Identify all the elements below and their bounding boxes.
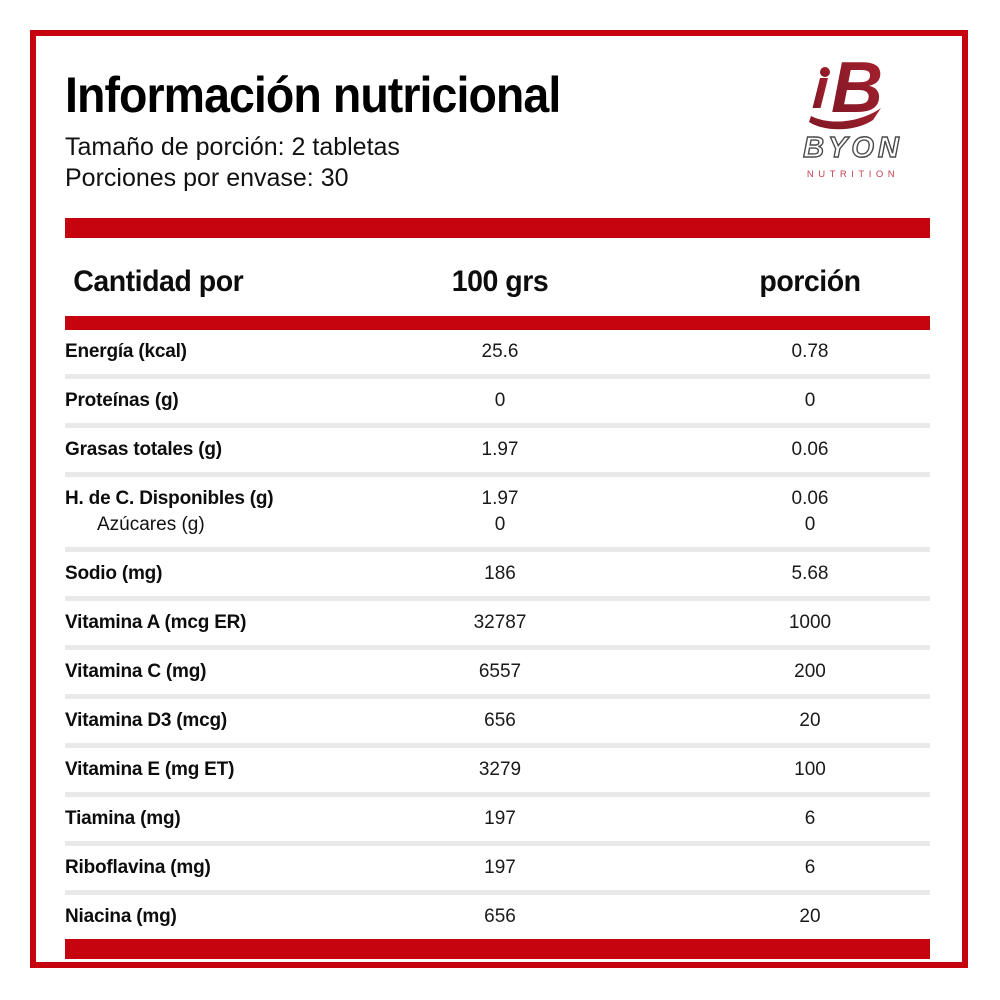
value-per-portion: 0.06	[791, 439, 829, 460]
nutrient-label: Vitamina E (mg ET)	[65, 759, 235, 780]
row-separator	[65, 423, 930, 428]
nutrition-table: Cantidad por 100 grs porción Energía (kc…	[65, 218, 930, 959]
nutrient-line: H. de C. Disponibles (g) 1.97 0.06	[65, 477, 930, 512]
nutrient-line: Riboflavina (mg) 197 6	[65, 846, 930, 890]
value-per-100g: 197	[484, 808, 516, 829]
nutrient-label: Tiamina (mg)	[65, 808, 181, 829]
byon-logo-wordmark: BYON	[802, 131, 903, 164]
page-title: Información nutricional	[65, 67, 561, 123]
nutrient-label: Riboflavina (mg)	[65, 857, 211, 878]
nutrient-line: Sodio (mg) 186 5.68	[65, 552, 930, 596]
value-per-100g: 6557	[478, 661, 522, 682]
row-separator	[65, 645, 930, 650]
nutrient-label: Grasas totales (g)	[65, 439, 222, 460]
nutrient-label: Niacina (mg)	[65, 906, 177, 927]
value-per-portion: 20	[799, 906, 821, 927]
row-separator	[65, 374, 930, 379]
row-separator	[65, 743, 930, 748]
value-per-100g: 1.97	[481, 439, 519, 460]
row-separator	[65, 841, 930, 846]
table-row: Tiamina (mg) 197 6	[65, 797, 930, 841]
nutrient-line: Niacina (mg) 656 20	[65, 895, 930, 939]
table-body: Energía (kcal) 25.6 0.78 Proteínas (g) 0…	[65, 330, 930, 939]
value-per-100g: 25.6	[481, 341, 519, 362]
nutrient-label: Vitamina C (mg)	[65, 661, 207, 682]
row-separator	[65, 890, 930, 895]
value-per-100g: 3279	[478, 759, 522, 780]
nutrient-label: Vitamina A (mcg ER)	[65, 612, 247, 633]
sub-nutrient-label: Azúcares (g)	[97, 514, 205, 535]
table-row: Energía (kcal) 25.6 0.78	[65, 330, 930, 374]
table-header-row: Cantidad por 100 grs porción	[65, 238, 930, 316]
table-row: H. de C. Disponibles (g) 1.97 0.06 Azúca…	[65, 477, 930, 547]
table-row: Sodio (mg) 186 5.68	[65, 552, 930, 596]
divider-bar-top	[65, 218, 930, 238]
nutrient-label: Energía (kcal)	[65, 341, 187, 362]
value-per-portion: 0.06	[791, 488, 829, 509]
nutrient-label: Vitamina D3 (mcg)	[65, 710, 228, 731]
nutrient-line: Vitamina D3 (mcg) 656 20	[65, 699, 930, 743]
sub-value-per-100g: 0	[494, 514, 506, 535]
table-row: Vitamina A (mcg ER) 32787 1000	[65, 601, 930, 645]
column-header-amount-per: Cantidad por	[73, 265, 244, 298]
byon-logo-mark-icon: B	[809, 50, 883, 130]
label-header: Información nutricional Tamaño de porció…	[65, 66, 705, 194]
value-per-portion: 100	[794, 759, 826, 780]
row-separator	[65, 694, 930, 699]
table-row: Niacina (mg) 656 20	[65, 895, 930, 939]
value-per-portion: 200	[794, 661, 826, 682]
nutrient-line: Energía (kcal) 25.6 0.78	[65, 330, 930, 374]
value-per-portion: 6	[804, 857, 816, 878]
nutrient-line: Proteínas (g) 0 0	[65, 379, 930, 423]
value-per-portion: 20	[799, 710, 821, 731]
nutrient-line: Vitamina E (mg ET) 3279 100	[65, 748, 930, 792]
table-row: Vitamina D3 (mcg) 656 20	[65, 699, 930, 743]
value-per-100g: 186	[484, 563, 516, 584]
table-row: Vitamina C (mg) 6557 200	[65, 650, 930, 694]
row-separator	[65, 472, 930, 477]
servings-per-container-text: Porciones por envase: 30	[65, 164, 349, 192]
value-per-100g: 197	[484, 857, 516, 878]
byon-logo: B BYON NUTRITION	[778, 50, 928, 180]
serving-size-text: Tamaño de porción: 2 tabletas	[65, 133, 400, 161]
nutrient-label: Proteínas (g)	[65, 390, 179, 411]
nutrient-label: H. de C. Disponibles (g)	[65, 488, 274, 509]
row-separator	[65, 792, 930, 797]
nutrient-line: Tiamina (mg) 197 6	[65, 797, 930, 841]
byon-logo-subtext: NUTRITION	[806, 169, 900, 180]
table-row: Riboflavina (mg) 197 6	[65, 846, 930, 890]
value-per-100g: 656	[484, 710, 516, 731]
value-per-100g: 0	[494, 390, 506, 411]
nutrient-line: Grasas totales (g) 1.97 0.06	[65, 428, 930, 472]
divider-bar-bottom	[65, 939, 930, 959]
value-per-portion: 6	[804, 808, 816, 829]
value-per-100g: 32787	[473, 612, 527, 633]
divider-bar-header	[65, 316, 930, 330]
value-per-portion: 1000	[788, 612, 832, 633]
row-separator	[65, 596, 930, 601]
table-row: Grasas totales (g) 1.97 0.06	[65, 428, 930, 472]
row-separator	[65, 547, 930, 552]
sub-nutrient-line: Azúcares (g) 0 0	[65, 512, 930, 547]
value-per-100g: 1.97	[481, 488, 519, 509]
nutrient-label: Sodio (mg)	[65, 563, 163, 584]
sub-value-per-portion: 0	[804, 514, 816, 535]
value-per-portion: 5.68	[791, 563, 829, 584]
table-row: Vitamina E (mg ET) 3279 100	[65, 748, 930, 792]
value-per-portion: 0.78	[791, 341, 829, 362]
table-row: Proteínas (g) 0 0	[65, 379, 930, 423]
column-header-portion: porción	[759, 265, 861, 298]
value-per-100g: 656	[484, 906, 516, 927]
nutrient-line: Vitamina C (mg) 6557 200	[65, 650, 930, 694]
column-header-100grs: 100 grs	[451, 265, 549, 298]
nutrient-line: Vitamina A (mcg ER) 32787 1000	[65, 601, 930, 645]
value-per-portion: 0	[804, 390, 816, 411]
